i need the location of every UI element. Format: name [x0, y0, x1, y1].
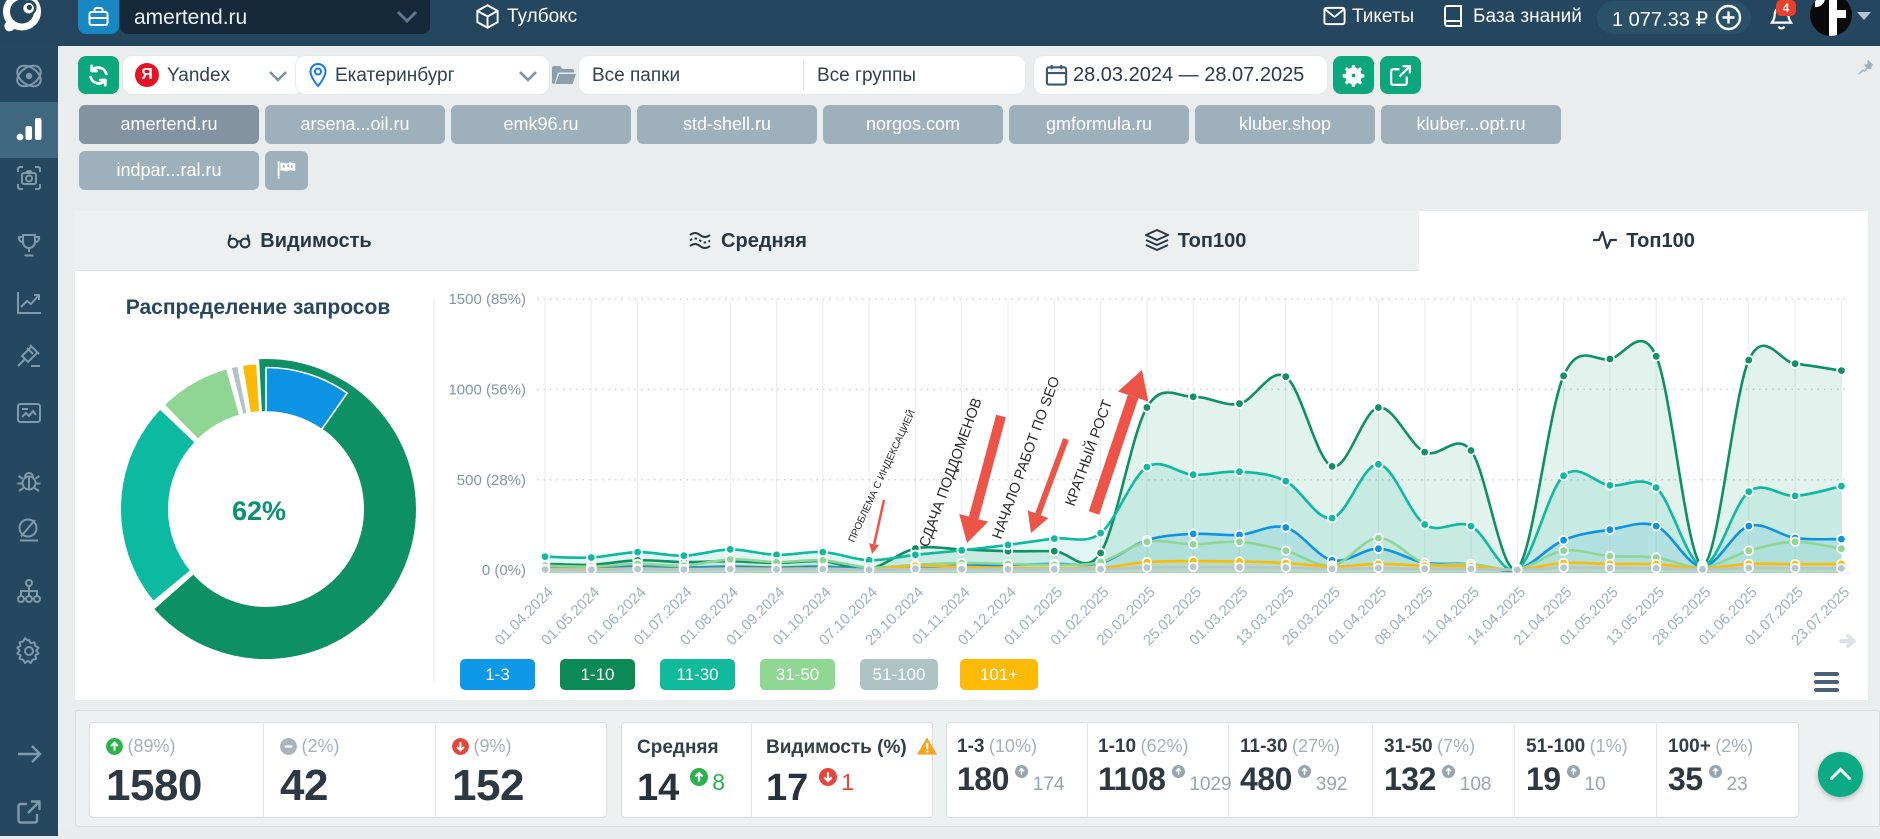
- svg-text:Распределение запросов: Распределение запросов: [126, 296, 391, 319]
- svg-text:1500 (85%): 1500 (85%): [448, 291, 526, 308]
- svg-text:0 (0%): 0 (0%): [482, 562, 526, 579]
- svg-text:ПРОБЛЕМА С ИНДЕКСАЦИЕЙ: ПРОБЛЕМА С ИНДЕКСАЦИЕЙ: [845, 408, 918, 545]
- svg-text:НАЧАЛО РАБОТ ПО SEO: НАЧАЛО РАБОТ ПО SEO: [990, 375, 1064, 542]
- svg-text:1000 (56%): 1000 (56%): [448, 381, 526, 398]
- svg-text:500 (28%): 500 (28%): [457, 472, 526, 489]
- svg-text:62%: 62%: [232, 496, 286, 526]
- svg-text:КРАТНЫЙ РОСТ: КРАТНЫЙ РОСТ: [1061, 397, 1116, 508]
